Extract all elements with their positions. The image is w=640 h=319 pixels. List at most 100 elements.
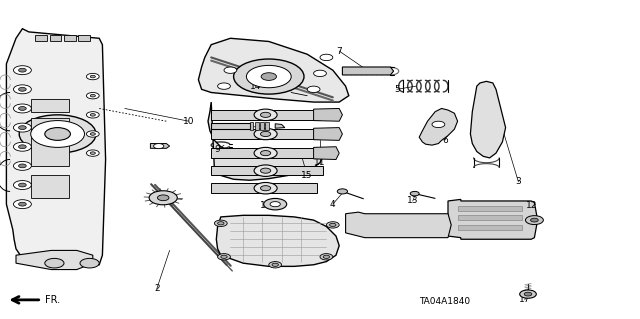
Bar xyxy=(458,225,522,230)
Polygon shape xyxy=(78,35,90,41)
Circle shape xyxy=(86,131,99,137)
Circle shape xyxy=(330,223,336,226)
Circle shape xyxy=(19,107,26,110)
Circle shape xyxy=(19,115,96,153)
Circle shape xyxy=(254,165,277,176)
Polygon shape xyxy=(211,123,250,129)
Circle shape xyxy=(221,255,227,258)
Circle shape xyxy=(520,290,536,298)
Circle shape xyxy=(432,121,445,128)
Text: 15: 15 xyxy=(301,171,313,180)
Polygon shape xyxy=(255,122,259,130)
Circle shape xyxy=(19,68,26,72)
Circle shape xyxy=(13,181,31,189)
Text: 10: 10 xyxy=(183,117,195,126)
Polygon shape xyxy=(470,81,506,158)
Circle shape xyxy=(260,151,271,156)
Circle shape xyxy=(19,183,26,187)
Circle shape xyxy=(154,144,164,149)
Circle shape xyxy=(234,59,304,94)
Text: 6: 6 xyxy=(442,136,447,145)
Text: TA04A1840: TA04A1840 xyxy=(419,297,470,306)
Circle shape xyxy=(525,216,543,225)
Circle shape xyxy=(45,258,64,268)
Polygon shape xyxy=(216,215,339,266)
Polygon shape xyxy=(265,122,269,130)
Bar xyxy=(31,175,69,198)
Circle shape xyxy=(86,73,99,80)
Circle shape xyxy=(246,65,291,88)
Bar xyxy=(458,215,522,220)
Circle shape xyxy=(86,150,99,156)
Text: 1: 1 xyxy=(346,224,351,233)
Circle shape xyxy=(13,142,31,151)
Polygon shape xyxy=(314,147,339,160)
Text: 3: 3 xyxy=(516,177,521,186)
Text: 9: 9 xyxy=(215,145,220,154)
Circle shape xyxy=(260,112,271,117)
Polygon shape xyxy=(150,144,170,148)
Polygon shape xyxy=(211,166,323,175)
Text: 17: 17 xyxy=(519,295,531,304)
Circle shape xyxy=(157,195,169,201)
Circle shape xyxy=(19,145,26,149)
Polygon shape xyxy=(211,129,320,139)
Polygon shape xyxy=(342,67,394,75)
Circle shape xyxy=(270,202,280,207)
Circle shape xyxy=(149,191,177,205)
Text: 7: 7 xyxy=(337,47,342,56)
Circle shape xyxy=(13,104,31,113)
Circle shape xyxy=(326,222,339,228)
Polygon shape xyxy=(346,212,451,238)
Circle shape xyxy=(19,126,26,130)
Bar xyxy=(458,206,522,211)
Circle shape xyxy=(90,133,95,135)
Circle shape xyxy=(218,254,230,260)
Circle shape xyxy=(260,168,271,173)
Polygon shape xyxy=(314,108,342,121)
Circle shape xyxy=(320,254,333,260)
Bar xyxy=(31,99,69,112)
Circle shape xyxy=(86,93,99,99)
Polygon shape xyxy=(35,35,47,41)
Polygon shape xyxy=(250,122,253,130)
Circle shape xyxy=(13,123,31,132)
Polygon shape xyxy=(16,250,93,270)
Polygon shape xyxy=(208,102,323,180)
Circle shape xyxy=(80,258,99,268)
Circle shape xyxy=(90,114,95,116)
Text: FR.: FR. xyxy=(45,295,60,305)
Text: 2: 2 xyxy=(154,284,159,293)
Circle shape xyxy=(90,152,95,154)
Circle shape xyxy=(254,147,277,159)
Circle shape xyxy=(218,83,230,89)
Circle shape xyxy=(13,85,31,94)
Circle shape xyxy=(19,164,26,168)
Text: 4: 4 xyxy=(330,200,335,209)
Circle shape xyxy=(90,75,95,78)
Bar xyxy=(31,137,69,166)
Circle shape xyxy=(218,222,224,225)
Circle shape xyxy=(307,86,320,93)
Circle shape xyxy=(531,218,538,222)
Circle shape xyxy=(260,186,271,191)
Circle shape xyxy=(13,66,31,75)
Circle shape xyxy=(337,189,348,194)
Polygon shape xyxy=(211,110,320,120)
Circle shape xyxy=(260,131,271,137)
Circle shape xyxy=(13,200,31,209)
Circle shape xyxy=(254,109,277,121)
Circle shape xyxy=(269,262,282,268)
Polygon shape xyxy=(64,35,76,41)
Polygon shape xyxy=(260,122,264,130)
Text: 8: 8 xyxy=(247,123,252,132)
Circle shape xyxy=(261,73,276,80)
Circle shape xyxy=(19,87,26,91)
Text: 14: 14 xyxy=(250,82,262,91)
Circle shape xyxy=(314,70,326,77)
Bar xyxy=(31,118,69,131)
Polygon shape xyxy=(275,124,285,128)
Polygon shape xyxy=(419,108,458,145)
Polygon shape xyxy=(198,38,349,102)
Circle shape xyxy=(214,220,227,226)
